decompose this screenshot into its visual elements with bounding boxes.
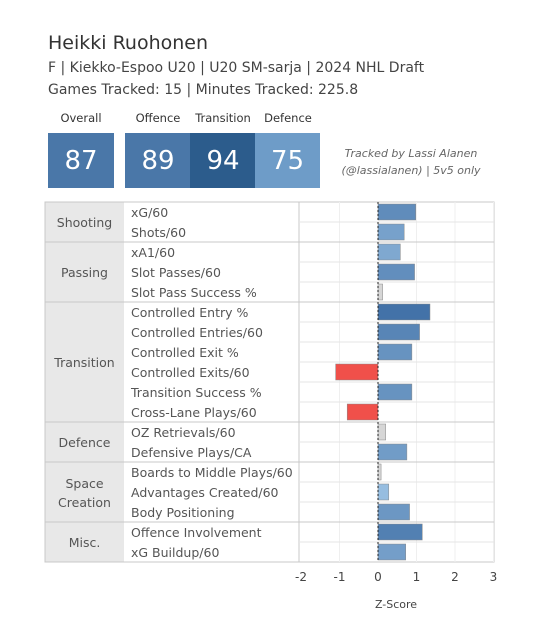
metric-label: Shots/60 <box>131 225 186 240</box>
tracking-credit: Tracked by Lassi Alanen (@lassialanen) |… <box>336 145 486 179</box>
metric-bar <box>377 243 401 261</box>
metric-bar <box>377 423 386 441</box>
metric-label: Controlled Entry % <box>131 305 248 320</box>
offence-score: 89 <box>125 133 191 188</box>
category-label: Transition <box>53 355 114 370</box>
metric-label: Controlled Exits/60 <box>131 365 250 380</box>
metric-bar <box>377 203 416 221</box>
metric-bar <box>377 523 423 541</box>
metric-bar <box>377 443 408 461</box>
metric-label: xG Buildup/60 <box>131 545 219 560</box>
metric-bar <box>377 483 390 501</box>
metric-label: Slot Pass Success % <box>131 285 257 300</box>
category-label: Space <box>65 476 103 491</box>
metric-label: Controlled Exit % <box>131 345 239 360</box>
x-tick-label: 1 <box>413 570 421 584</box>
x-tick-label: -1 <box>334 570 346 584</box>
metric-label: Defensive Plays/CA <box>131 445 252 460</box>
x-axis-title: Z-Score <box>375 598 417 611</box>
defence-label: Defence <box>264 111 312 125</box>
metric-label: Advantages Created/60 <box>131 485 279 500</box>
metric-label: Cross-Lane Plays/60 <box>131 405 257 420</box>
transition-score: 94 <box>190 133 256 188</box>
category-label: Shooting <box>57 215 112 230</box>
metric-bar <box>377 263 415 281</box>
metric-bar <box>346 403 379 421</box>
overall-label: Overall <box>60 111 102 125</box>
metric-label: xG/60 <box>131 205 168 220</box>
tracking-summary: Games Tracked: 15 | Minutes Tracked: 225… <box>48 82 359 98</box>
category-label: Passing <box>61 265 108 280</box>
metric-label: Controlled Entries/60 <box>131 325 263 340</box>
metric-label: Offence Involvement <box>131 525 262 540</box>
x-tick-label: -2 <box>295 570 307 584</box>
metric-label: Transition Success % <box>130 385 262 400</box>
metric-label: Slot Passes/60 <box>131 265 221 280</box>
overall-score: 87 <box>48 133 114 188</box>
x-tick-label: 2 <box>451 570 459 584</box>
metric-bar <box>377 383 413 401</box>
metric-label: Boards to Middle Plays/60 <box>131 465 293 480</box>
metric-bar <box>377 323 420 341</box>
metric-bar <box>377 223 405 241</box>
transition-label: Transition <box>195 111 251 125</box>
metric-bar <box>377 343 413 361</box>
category-column-bg <box>45 202 124 562</box>
credit-line-2: (@lassialanen) | 5v5 only <box>341 164 481 177</box>
metric-bar <box>377 543 406 561</box>
player-name: Heikki Ruohonen <box>48 32 209 54</box>
metric-label: xA1/60 <box>131 245 175 260</box>
metric-label: Body Positioning <box>131 505 235 520</box>
x-tick-label: 0 <box>374 570 382 584</box>
defence-score: 75 <box>255 133 320 188</box>
metric-bar <box>335 363 379 381</box>
metric-label: OZ Retrievals/60 <box>131 425 236 440</box>
credit-line-1: Tracked by Lassi Alanen <box>344 147 478 160</box>
category-label: Misc. <box>69 535 101 550</box>
player-info: F | Kiekko-Espoo U20 | U20 SM-sarja | 20… <box>48 60 425 76</box>
category-label: Creation <box>58 495 111 510</box>
category-label: Defence <box>59 435 111 450</box>
metric-bar <box>377 503 410 521</box>
metric-bar <box>377 283 383 301</box>
x-tick-label: 3 <box>490 570 498 584</box>
metric-bar <box>377 303 431 321</box>
offence-label: Offence <box>135 111 181 125</box>
